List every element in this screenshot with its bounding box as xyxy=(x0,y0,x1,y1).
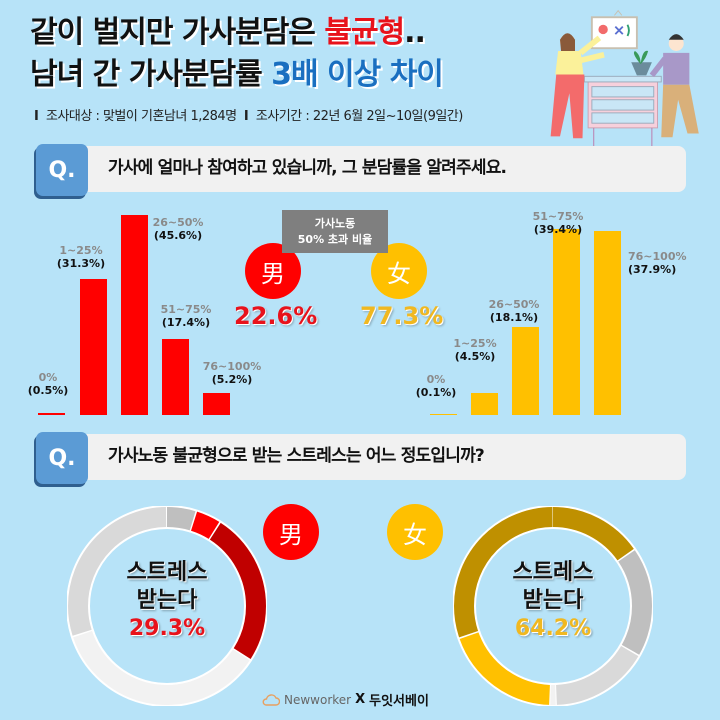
survey-target: 조사대상 : 맞벌이 기혼남녀 1,284명 xyxy=(45,109,237,124)
partner-name: 두잇서베이 xyxy=(369,694,429,709)
segment-other-3 xyxy=(68,507,266,705)
bar-label: 0% (0.5%) xyxy=(22,371,74,397)
range-label: 0% xyxy=(38,371,58,384)
bar-label: 1~25% (31.3%) xyxy=(54,244,108,270)
range-label: 51~75% xyxy=(532,210,584,223)
donut-value: 64.2% xyxy=(514,616,592,641)
segment-stress-high-b xyxy=(454,507,652,705)
donut-line1: 스트레스 xyxy=(126,560,208,585)
percent-label: (0.1%) xyxy=(415,386,457,399)
percent-label: (39.4%) xyxy=(533,223,583,236)
question-2: Q. 가사노동 불균형으로 받는 스트레스는 어느 정도입니까? xyxy=(36,432,686,484)
bar-label: 51~75% (39.4%) xyxy=(530,210,586,236)
survey-info: I 조사대상 : 맞벌이 기혼남녀 1,284명 I 조사기간 : 22년 6월… xyxy=(34,105,463,124)
question-card xyxy=(56,434,686,480)
percent-label: (18.1%) xyxy=(489,311,539,324)
page-title: 같이 벌지만 가사분담은 불균형.. 남녀 간 가사분담률 3배 이상 차이 xyxy=(30,12,444,96)
question-1: Q. 가사에 얼마나 참여하고 있습니까, 그 분담률을 알려주세요. xyxy=(36,144,686,196)
bar-male-26-50 xyxy=(121,215,148,415)
title-highlight-blue: 3배 이상 차이 xyxy=(271,57,444,92)
question-text: 가사노동 불균형으로 받는 스트레스는 어느 정도입니까? xyxy=(108,446,485,466)
segment-other-1 xyxy=(454,507,652,705)
bar-female-1-25 xyxy=(471,393,498,415)
q-badge: Q. xyxy=(36,432,88,484)
female-over50-value: 77.3% xyxy=(360,302,444,330)
bar-female-26-50 xyxy=(512,327,539,415)
range-label: 26~50% xyxy=(488,298,540,311)
male-badge: 男 xyxy=(263,504,319,560)
bar-female-76-100 xyxy=(594,231,621,415)
bar-label: 51~75% (17.4%) xyxy=(160,303,212,329)
range-label: 0% xyxy=(426,373,446,386)
segment-other-3 xyxy=(454,507,652,705)
bar-male-0 xyxy=(38,413,65,415)
percent-label: (31.3%) xyxy=(56,257,106,270)
title-line2: 남녀 간 가사분담률 xyxy=(30,57,272,92)
male-stress-donut xyxy=(67,506,267,706)
percent-label: (5.2%) xyxy=(211,373,253,386)
over-50-label-box: 가사노동 50% 초과 비율 xyxy=(282,210,388,253)
divider-marker: I xyxy=(243,109,249,124)
male-donut-label: 스트레스 받는다 29.3% xyxy=(87,559,247,643)
donut-line1: 스트레스 xyxy=(512,560,594,585)
question-card xyxy=(56,146,686,192)
percent-label: (17.4%) xyxy=(161,316,211,329)
label-line2: 50% 초과 비율 xyxy=(297,233,373,246)
segment-other-2 xyxy=(68,507,266,705)
segment-other-1 xyxy=(68,507,266,705)
couple-illustration-icon xyxy=(550,9,699,147)
range-label: 51~75% xyxy=(160,303,212,316)
divider-marker: I xyxy=(34,109,39,124)
donut-line2: 받는다 xyxy=(136,588,198,613)
bar-male-1-25 xyxy=(80,279,107,415)
percent-label: (4.5%) xyxy=(454,350,496,363)
percent-label: (0.5%) xyxy=(27,384,69,397)
male-over50-value: 22.6% xyxy=(234,302,318,330)
bar-female-0 xyxy=(430,414,457,415)
q-badge: Q. xyxy=(36,144,88,196)
newworker-logo: Newworker xyxy=(284,692,352,707)
bar-label: 76~100% (37.9%) xyxy=(628,250,690,276)
question-text: 가사에 얼마나 참여하고 있습니까, 그 분담률을 알려주세요. xyxy=(108,158,507,178)
bar-label: 26~50% (18.1%) xyxy=(486,298,542,324)
segment-stress-high xyxy=(68,507,266,705)
bar-female-51-75 xyxy=(553,229,580,415)
female-badge: 女 xyxy=(387,504,443,560)
title-tail: .. xyxy=(404,15,426,50)
donut-value: 29.3% xyxy=(128,616,206,641)
range-label: 1~25% xyxy=(453,337,497,350)
footer-credits: Newworker X 두잇서베이 xyxy=(262,690,429,709)
cloud-logo-icon xyxy=(262,693,280,706)
range-label: 1~25% xyxy=(59,244,103,257)
bar-label: 0% (0.1%) xyxy=(412,373,460,399)
bar-label: 76~100% (5.2%) xyxy=(202,360,262,386)
label-line1: 가사노동 xyxy=(314,217,356,230)
range-label: 76~100% xyxy=(628,250,687,263)
range-label: 26~50% xyxy=(152,216,204,229)
title-highlight-red: 불균형 xyxy=(324,15,405,50)
female-stress-donut xyxy=(453,506,653,706)
female-donut-label: 스트레스 받는다 64.2% xyxy=(473,559,633,643)
title-line1: 같이 벌지만 가사분담은 xyxy=(30,15,325,50)
percent-label: (37.9%) xyxy=(628,263,677,276)
survey-period: 조사기간 : 22년 6월 2일~10일(9일간) xyxy=(255,109,463,124)
bar-label: 1~25% (4.5%) xyxy=(450,337,500,363)
donut-line2: 받는다 xyxy=(522,588,584,613)
footer-separator: X xyxy=(355,692,366,707)
bar-male-76-100 xyxy=(203,393,230,415)
percent-label: (45.6%) xyxy=(153,229,203,242)
bar-label: 26~50% (45.6%) xyxy=(150,216,206,242)
male-badge: 男 xyxy=(245,243,301,299)
bar-male-51-75 xyxy=(162,339,189,415)
range-label: 76~100% xyxy=(202,360,262,373)
